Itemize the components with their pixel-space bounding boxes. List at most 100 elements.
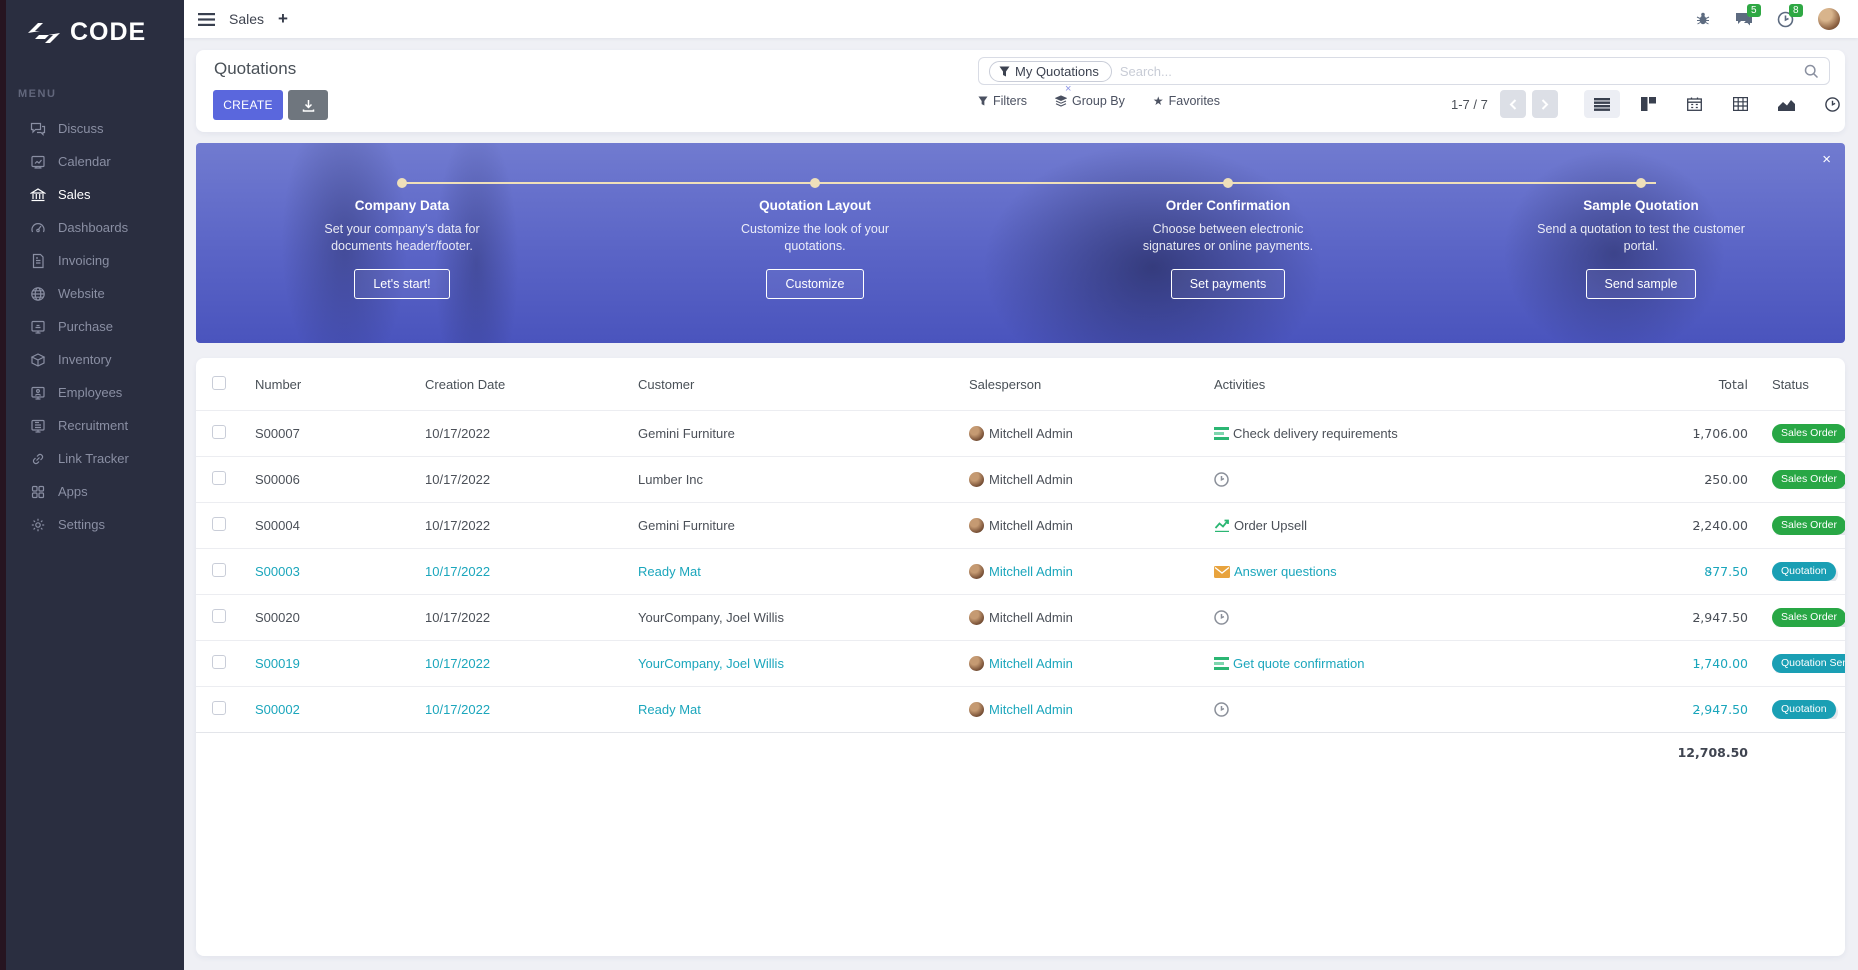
facet-remove-icon[interactable]: × xyxy=(1065,83,1072,95)
filters-button[interactable]: Filters xyxy=(978,94,1027,108)
sidebar-item-label: Discuss xyxy=(58,121,104,136)
onboarding-timeline xyxy=(402,182,1656,184)
column-header-customer[interactable]: Customer xyxy=(638,376,695,392)
row-checkbox[interactable] xyxy=(212,563,226,577)
customize-button[interactable]: Customize xyxy=(766,268,864,299)
column-header-number[interactable]: Number xyxy=(255,376,302,392)
sidebar-item-discuss[interactable]: Discuss xyxy=(0,112,184,145)
sidebar: CODE MENU Discuss Calendar Sales Dashboa… xyxy=(0,0,184,970)
table-row[interactable]: S00003 10/17/2022 Ready Mat Mitchell Adm… xyxy=(196,548,1845,594)
brand-logo[interactable]: CODE xyxy=(26,18,146,47)
comments-icon xyxy=(30,122,46,136)
sidebar-item-inventory[interactable]: Inventory xyxy=(0,343,184,376)
row-checkbox[interactable] xyxy=(212,609,226,623)
debug-bug-icon[interactable] xyxy=(1695,11,1711,27)
pager-previous-button[interactable] xyxy=(1499,90,1526,118)
bank-icon xyxy=(30,187,46,201)
row-checkbox[interactable] xyxy=(212,425,226,439)
activity-cell[interactable] xyxy=(1199,610,1601,625)
sidebar-item-invoicing[interactable]: Invoicing xyxy=(0,244,184,277)
step-description: Choose between electronic signatures or … xyxy=(1142,222,1314,253)
hamburger-menu-icon[interactable] xyxy=(198,12,215,26)
create-button[interactable]: CREATE xyxy=(213,90,283,120)
sidebar-item-settings[interactable]: Settings xyxy=(0,508,184,541)
row-checkbox[interactable] xyxy=(212,517,226,531)
sidebar-item-link-tracker[interactable]: Link Tracker xyxy=(0,442,184,475)
activity-cell[interactable]: Get quote confirmation xyxy=(1199,656,1601,671)
table-row[interactable]: S00004 10/17/2022 Gemini Furniture Mitch… xyxy=(196,502,1845,548)
table-row[interactable]: S00020 10/17/2022 YourCompany, Joel Will… xyxy=(196,594,1845,640)
list-view-icon xyxy=(1594,97,1610,111)
active-app-title: Sales xyxy=(229,11,265,27)
search-facet-my-quotations[interactable]: My Quotations xyxy=(989,60,1112,82)
banner-close-icon[interactable]: × xyxy=(1822,151,1831,168)
export-button[interactable] xyxy=(288,90,328,120)
table-footer-row: 12,708.50 xyxy=(196,732,1845,772)
view-list-button[interactable] xyxy=(1584,90,1620,118)
activity-cell[interactable]: Answer questions xyxy=(1199,564,1601,579)
column-header-total[interactable]: Total xyxy=(1718,376,1748,392)
customer-name: YourCompany, Joel Willis xyxy=(638,610,784,625)
pager-next-button[interactable] xyxy=(1531,90,1558,118)
sidebar-item-recruitment[interactable]: Recruitment xyxy=(0,409,184,442)
new-tab-button[interactable]: + xyxy=(278,9,288,28)
envelope-icon xyxy=(1214,565,1230,578)
activity-cell[interactable]: Order Upsell xyxy=(1199,518,1601,533)
table-row[interactable]: S00006 10/17/2022 Lumber Inc Mitchell Ad… xyxy=(196,456,1845,502)
set-payments-button[interactable]: Set payments xyxy=(1170,268,1286,299)
total-amount: 2̵,947.50 xyxy=(1692,702,1748,717)
activity-cell[interactable] xyxy=(1199,702,1601,717)
view-calendar-button[interactable] xyxy=(1676,90,1712,118)
salesperson-cell: Mitchell Admin xyxy=(954,610,1199,625)
view-pivot-button[interactable] xyxy=(1722,90,1758,118)
onboarding-banner: × Company Data Set your company's data f… xyxy=(196,143,1845,343)
column-header-status[interactable]: Status xyxy=(1772,376,1809,392)
messages-icon[interactable]: 5 xyxy=(1735,4,1761,27)
creation-date: 10/17/2022 xyxy=(425,656,491,671)
total-amount: 2̵,947.50 xyxy=(1692,610,1748,625)
sidebar-item-dashboards[interactable]: Dashboards xyxy=(0,211,184,244)
group-by-button[interactable]: Group By xyxy=(1055,94,1125,108)
select-all-checkbox[interactable] xyxy=(212,375,226,390)
sidebar-item-label: Recruitment xyxy=(58,418,129,433)
user-avatar[interactable] xyxy=(1818,8,1840,30)
column-header-activities[interactable]: Activities xyxy=(1214,376,1266,392)
view-kanban-button[interactable] xyxy=(1630,90,1666,118)
search-facet-label: My Quotations xyxy=(1015,63,1099,79)
table-row[interactable]: S00007 10/17/2022 Gemini Furniture Mitch… xyxy=(196,410,1845,456)
timeline-dot xyxy=(810,178,820,188)
sidebar-item-employees[interactable]: Employees xyxy=(0,376,184,409)
view-graph-button[interactable] xyxy=(1768,90,1804,118)
sidebar-item-website[interactable]: Website xyxy=(0,277,184,310)
status-badge: Sales Order xyxy=(1772,424,1845,443)
quotation-number: S00002 xyxy=(255,702,300,717)
salesperson-avatar xyxy=(969,426,984,441)
search-icon[interactable] xyxy=(1804,64,1819,79)
sidebar-item-sales[interactable]: Sales xyxy=(0,178,184,211)
column-header-salesperson[interactable]: Salesperson xyxy=(969,376,1042,392)
send-sample-button[interactable]: Send sample xyxy=(1585,268,1697,299)
lets-start-button[interactable]: Let's start! xyxy=(354,268,450,299)
search-input[interactable] xyxy=(1119,63,1804,79)
kanban-view-icon xyxy=(1640,97,1656,111)
sidebar-item-calendar[interactable]: Calendar xyxy=(0,145,184,178)
step-title: Company Data xyxy=(354,198,450,213)
sidebar-item-purchase[interactable]: Purchase xyxy=(0,310,184,343)
activity-cell[interactable] xyxy=(1199,472,1601,487)
table-row[interactable]: S00019 10/17/2022 YourCompany, Joel Will… xyxy=(196,640,1845,686)
view-activity-button[interactable] xyxy=(1814,90,1850,118)
sidebar-item-apps[interactable]: Apps xyxy=(0,475,184,508)
activity-clock-icon[interactable]: 8 xyxy=(1777,3,1803,28)
search-bar[interactable]: My Quotations × xyxy=(978,57,1830,95)
globe-icon xyxy=(31,286,45,301)
favorites-button[interactable]: ★ Favorites xyxy=(1152,94,1221,108)
row-checkbox[interactable] xyxy=(212,655,226,669)
monitor-icon xyxy=(31,419,45,433)
row-checkbox[interactable] xyxy=(212,471,226,485)
table-row[interactable]: S00002 10/17/2022 Ready Mat Mitchell Adm… xyxy=(196,686,1845,732)
row-checkbox[interactable] xyxy=(212,701,226,715)
activity-cell[interactable]: Check delivery requirements xyxy=(1199,426,1601,441)
timeline-dot xyxy=(1223,178,1233,188)
column-header-creation-date[interactable]: Creation Date xyxy=(425,376,506,392)
timeline-dot xyxy=(397,178,407,188)
